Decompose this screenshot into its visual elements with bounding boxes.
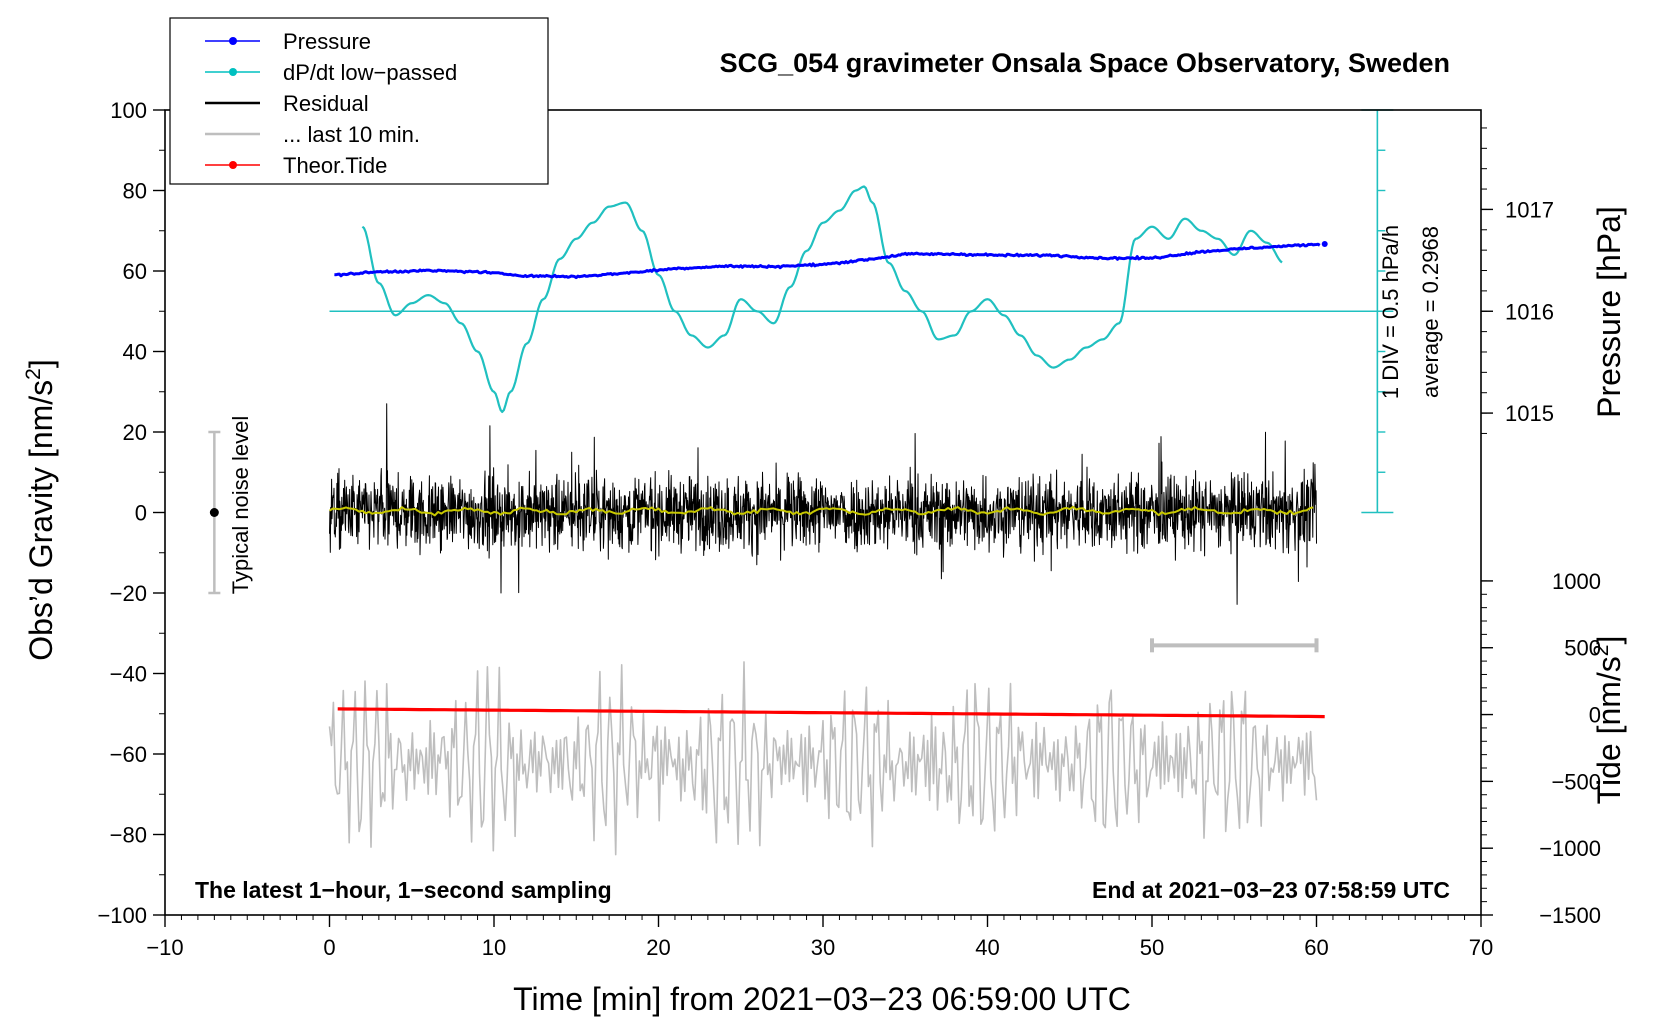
residual-line: [329, 403, 1317, 605]
legend-label: Pressure: [283, 29, 371, 54]
x-tick-label: −10: [146, 935, 183, 960]
legend-label: Theor.Tide: [283, 153, 387, 178]
legend-marker: [229, 68, 237, 76]
x-tick-label: 0: [323, 935, 335, 960]
legend-label: Residual: [283, 91, 369, 116]
x-tick-label: 30: [811, 935, 835, 960]
chart-title: SCG_054 gravimeter Onsala Space Observat…: [720, 48, 1450, 78]
tide-tick-label: 500: [1564, 636, 1601, 661]
dpdt-line: [361, 185, 1283, 413]
legend: Pressure dP/dt low−passed Residual ... last…: [169, 17, 549, 185]
axes-layer: −10 0 10 20 30 40 50 60 70−100−80−60−40−20020406…: [97, 98, 1601, 960]
y-tick-label: −60: [110, 742, 147, 767]
y-axis-label-pressure: Pressure [hPa]: [1591, 206, 1627, 418]
y-tick-label: 60: [123, 259, 147, 284]
residual-smoothed-line: [328, 505, 1314, 517]
x-tick-label: 70: [1469, 935, 1493, 960]
x-tick-label: 60: [1304, 935, 1328, 960]
y-tick-label: −20: [110, 581, 147, 606]
y-tick-label: −40: [110, 662, 147, 687]
dpdt-scale-label: 1 DIV = 0.5 hPa/h: [1378, 225, 1403, 399]
legend-box: [169, 17, 549, 185]
x-tick-label: 50: [1140, 935, 1164, 960]
tide-tick-label: 0: [1589, 703, 1601, 728]
series-layer: [208, 109, 1394, 856]
tide-tick-label: 1000: [1552, 569, 1601, 594]
y-tick-label: 80: [123, 179, 147, 204]
legend-marker: [229, 161, 237, 169]
legend-label: ... last 10 min.: [283, 122, 420, 147]
x-tick-label: 20: [646, 935, 670, 960]
y-tick-label: 100: [110, 98, 147, 123]
pressure-tick-label: 1017: [1505, 197, 1554, 222]
tide-tick-label: −500: [1551, 769, 1601, 794]
pressure-line: [334, 242, 1321, 280]
legend-marker: [229, 37, 237, 45]
pressure-end-dot: [1321, 241, 1328, 248]
legend-label: dP/dt low−passed: [283, 60, 457, 85]
x-axis-label: Time [min] from 2021−03−23 06:59:00 UTC: [513, 981, 1131, 1017]
y-tick-label: 0: [135, 501, 147, 526]
y-tick-label: 40: [123, 340, 147, 365]
noise-level-dot: [209, 508, 219, 517]
pressure-tick-label: 1016: [1505, 299, 1554, 324]
x-tick-label: 40: [975, 935, 999, 960]
footer-sampling-note: The latest 1−hour, 1−second sampling: [195, 877, 612, 903]
y-tick-label: 20: [123, 420, 147, 445]
footer-end-time: End at 2021−03−23 07:58:59 UTC: [1092, 877, 1450, 903]
tide-tick-label: −1500: [1539, 903, 1601, 928]
legend-items: Pressure dP/dt low−passed Residual ... last…: [205, 29, 457, 178]
y-axis-label-left: Obs’d Gravity [nm/s2]: [22, 359, 59, 661]
pressure-tick-label: 1015: [1505, 401, 1554, 426]
y-tick-label: −100: [97, 903, 147, 928]
tide-tick-label: −1000: [1539, 836, 1601, 861]
x-tick-label: 10: [482, 935, 506, 960]
y-axis-label-tide: Tide [nm/s2]: [1590, 636, 1627, 805]
noise-level-label: Typical noise level: [228, 416, 253, 595]
last-10-min-line: [328, 661, 1318, 856]
y-tick-label: −80: [110, 823, 147, 848]
dpdt-average-label: average = 0.2968: [1418, 226, 1443, 398]
theoretical-tide-line: [337, 707, 1325, 719]
